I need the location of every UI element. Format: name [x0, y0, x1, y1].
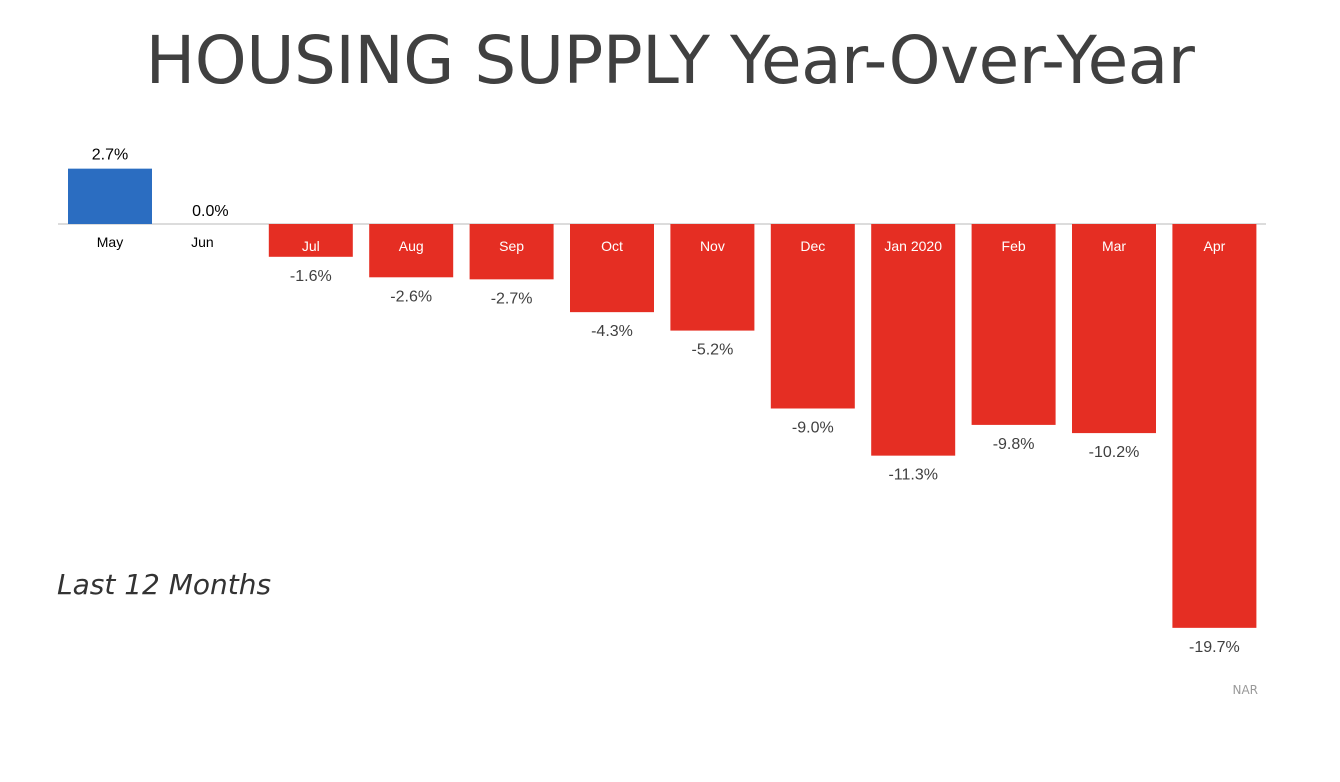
category-label: Sep [499, 238, 524, 254]
bar-may [68, 168, 152, 224]
category-label: Jun [191, 234, 214, 250]
value-label: 0.0% [192, 203, 228, 220]
value-label: -9.0% [792, 420, 834, 437]
bar-nov [670, 224, 755, 331]
bar-dec [770, 224, 855, 409]
category-label: Nov [700, 238, 725, 254]
category-label: May [97, 234, 123, 250]
category-label: Jul [302, 238, 320, 254]
value-label: -19.7% [1189, 639, 1240, 656]
bar-oct [570, 224, 654, 313]
bar-jul [268, 224, 353, 257]
value-label: -9.8% [993, 436, 1035, 453]
value-label: 2.7% [92, 147, 128, 164]
chart-title: HOUSING SUPPLY Year-Over-Year [145, 22, 1195, 99]
bar-apr [1172, 224, 1257, 628]
category-label: Oct [601, 238, 623, 254]
value-label: -1.6% [290, 268, 332, 285]
bar-aug [369, 224, 454, 278]
category-label: Apr [1204, 238, 1226, 254]
category-label: Aug [399, 238, 424, 254]
bar-mar [1072, 224, 1156, 434]
source-label: NAR [1232, 683, 1258, 697]
value-label: -2.7% [491, 290, 533, 307]
chart-subtitle: Last 12 Months [57, 568, 272, 601]
bar-jan-2020 [871, 224, 956, 456]
value-label: -4.3% [591, 323, 633, 340]
category-label: Jan 2020 [884, 238, 942, 254]
bar-sep [469, 224, 554, 280]
category-label: Mar [1102, 238, 1126, 254]
value-label: -11.3% [888, 467, 938, 484]
category-label: Feb [1002, 238, 1026, 254]
category-label: Dec [800, 238, 825, 254]
value-label: -5.2% [692, 342, 734, 359]
bar-feb [971, 224, 1056, 425]
value-label: -10.2% [1089, 444, 1140, 461]
value-label: -2.6% [390, 288, 432, 305]
